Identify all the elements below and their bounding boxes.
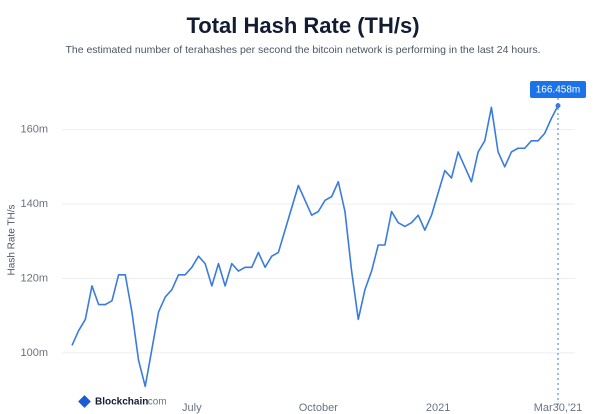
brand-name: Blockchain xyxy=(95,397,148,408)
y-tick-label: 160m xyxy=(20,124,48,136)
data-label: 166.458m xyxy=(536,85,580,96)
x-tick-label: July xyxy=(182,402,202,414)
y-tick-label: 100m xyxy=(20,347,48,359)
brand-suffix: .com xyxy=(145,397,167,408)
y-tick-label: 140m xyxy=(20,198,48,210)
brand-logo: Blockchain .com xyxy=(78,395,167,408)
highlight-point xyxy=(555,103,561,109)
chart-title: Total Hash Rate (TH/s) xyxy=(186,13,419,38)
brand-icon xyxy=(78,395,91,408)
x-tick-label: October xyxy=(299,402,338,414)
data-line xyxy=(71,105,559,388)
x-tick-label: Mar30,'21 xyxy=(534,402,583,414)
y-tick-label: 120m xyxy=(20,272,48,284)
x-tick-label: 2021 xyxy=(426,402,450,414)
y-axis-label: Hash Rate TH/s xyxy=(7,205,18,276)
tooltip-box xyxy=(530,81,586,98)
chart-subtitle: The estimated number of terahashes per s… xyxy=(65,44,540,56)
